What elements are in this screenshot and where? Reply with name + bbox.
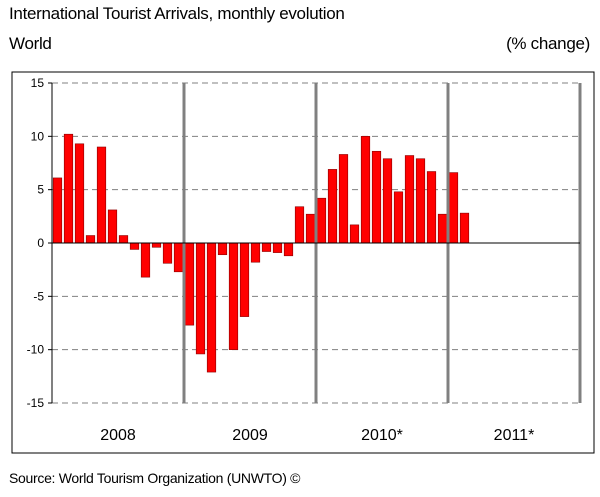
bar [151, 242, 162, 248]
bar [118, 235, 129, 244]
bar [294, 206, 305, 244]
bar [206, 242, 217, 373]
bar [162, 242, 173, 264]
bar [404, 155, 415, 244]
x-group-label: 2010* [361, 427, 403, 444]
bar [173, 242, 184, 273]
bar [426, 171, 437, 244]
bar [217, 242, 228, 256]
chart-frame [11, 71, 595, 454]
bar [448, 172, 459, 244]
bar [261, 242, 272, 252]
bar [371, 150, 382, 244]
bar [107, 209, 118, 244]
y-tick-label: 15 [31, 76, 45, 90]
y-tick-label: -10 [27, 343, 45, 357]
bar [228, 242, 239, 350]
x-group-label: 2008 [100, 427, 136, 444]
bar [52, 177, 63, 244]
bar [239, 242, 250, 317]
bar [305, 213, 316, 244]
source-note: Source: World Tourism Organization (UNWT… [9, 470, 301, 486]
bar [415, 158, 426, 244]
bar [338, 154, 349, 244]
bar [63, 133, 74, 244]
x-group-label: 2009 [232, 427, 268, 444]
bar [184, 242, 195, 326]
chart-subtitle: World [9, 34, 52, 53]
bar [85, 235, 96, 244]
bar [316, 197, 327, 244]
bar [382, 158, 393, 244]
bar-layer [52, 133, 470, 373]
bar [437, 213, 448, 244]
y-tick-label: -5 [33, 289, 44, 303]
y-tick-label: -15 [27, 396, 45, 410]
bar [96, 146, 107, 244]
y-tick-label: 5 [37, 183, 44, 197]
bar [393, 191, 404, 244]
bar [360, 136, 371, 244]
y-tick-label: 10 [31, 129, 45, 143]
bar [250, 242, 261, 263]
axis-layer: 15 10 5 0 -5 -10 -15 2008 2009 2010* 2011* [27, 76, 580, 444]
chart-title: International Tourist Arrivals, monthly … [9, 4, 345, 23]
bar [327, 169, 338, 244]
bar [349, 224, 360, 244]
bar [195, 242, 206, 355]
x-group-label: 2011* [494, 427, 535, 444]
bar [129, 242, 140, 250]
unit-label: (% change) [506, 34, 590, 53]
bar [74, 143, 85, 244]
y-tick-label: 0 [37, 236, 44, 250]
bar [459, 212, 470, 244]
bar [140, 242, 151, 278]
bar [283, 242, 294, 257]
bar [272, 242, 283, 253]
